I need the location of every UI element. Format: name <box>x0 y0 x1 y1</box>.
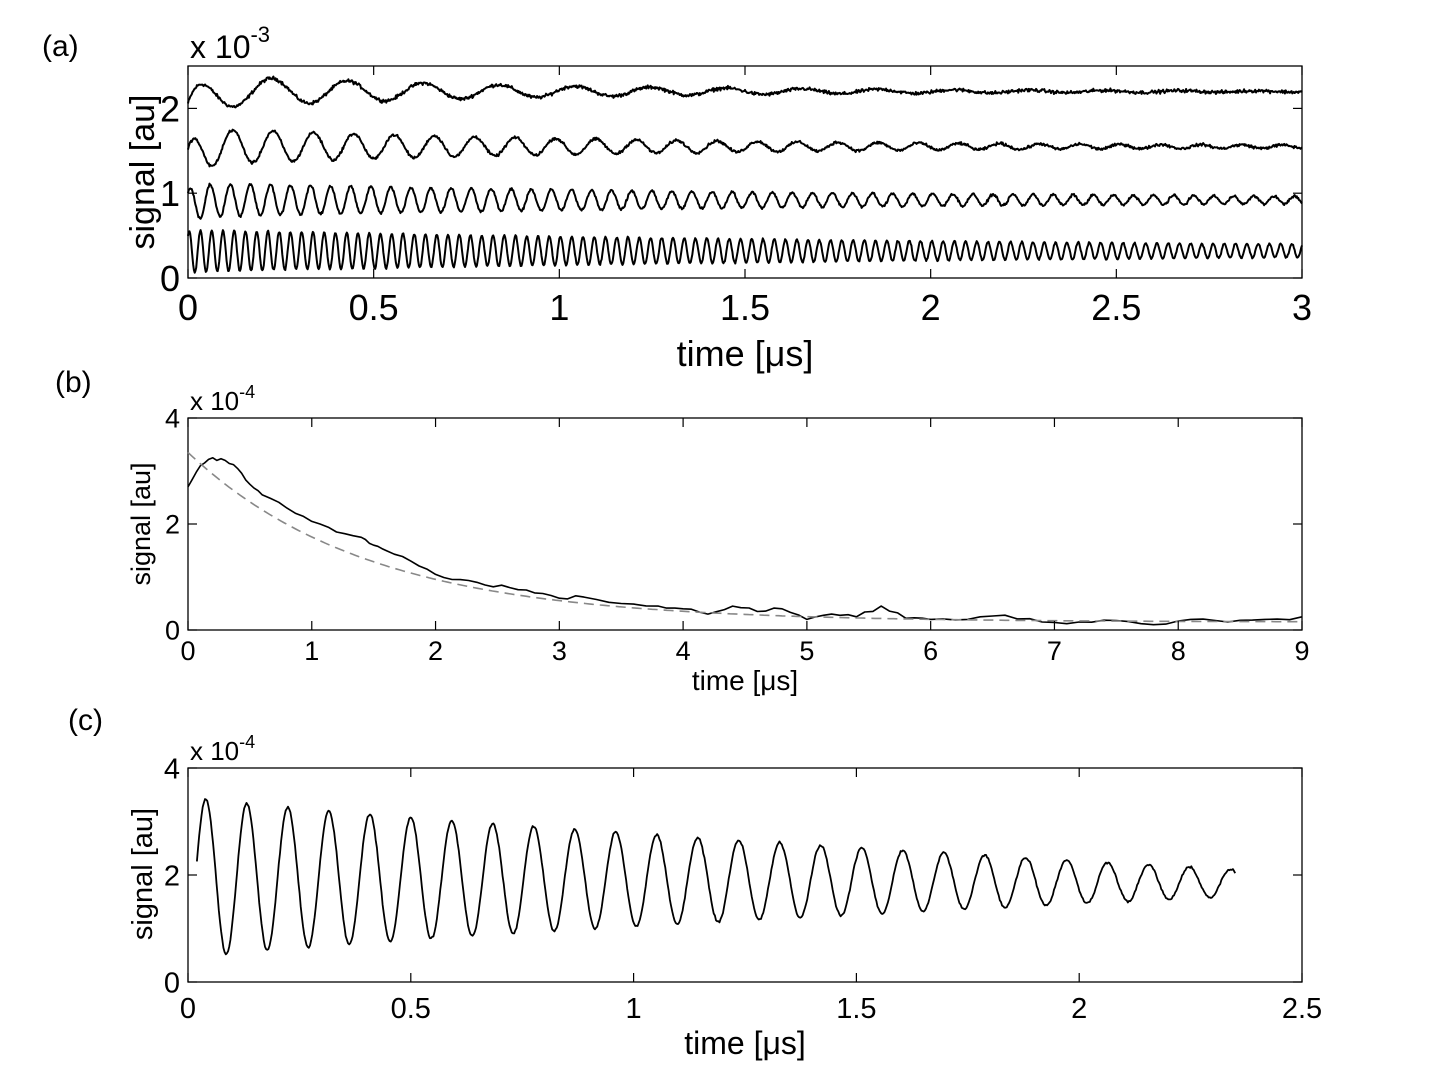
exponent-label: x 10-3 <box>190 22 270 65</box>
exponent-label: x 10-4 <box>190 382 255 416</box>
plot-frame <box>187 417 1303 631</box>
x-axis-label: time [μs] <box>692 665 798 696</box>
x-tick-label: 6 <box>923 636 938 666</box>
x-tick-label: 1 <box>549 287 569 328</box>
panel-label: (b) <box>55 366 92 399</box>
series-line-3 <box>187 182 1303 220</box>
panel-label: (c) <box>68 704 103 737</box>
y-tick-label: 1 <box>160 173 180 214</box>
x-tick-label: 7 <box>1047 636 1062 666</box>
x-tick-label: 0 <box>180 993 196 1025</box>
y-tick-label: 4 <box>164 753 180 785</box>
series-line-2 <box>187 128 1303 168</box>
y-tick-label: 2 <box>165 510 180 540</box>
x-tick-label: 1.5 <box>836 993 876 1025</box>
x-axis-label: time [μs] <box>677 333 814 374</box>
x-tick-label: 3 <box>1292 287 1312 328</box>
y-tick-label: 0 <box>165 616 180 646</box>
panel-c: (c) x 10-4 0 0.5 1 1.5 2 2.5 0 2 4 time [μs] si… <box>68 704 1322 1061</box>
x-tick-label: 0.5 <box>349 287 399 328</box>
x-tick-label: 0 <box>178 287 198 328</box>
y-axis-label: signal [au] <box>126 462 156 585</box>
x-tick-label: 2.5 <box>1091 287 1141 328</box>
series-line <box>196 798 1236 956</box>
x-tick-label: 5 <box>799 636 814 666</box>
x-tick-label: 1 <box>626 993 642 1025</box>
x-tick-label: 9 <box>1294 636 1309 666</box>
x-tick-label: 2.5 <box>1282 993 1322 1025</box>
panel-a: (a) x 10-3 0 0.5 1 1.5 2 2.5 3 0 1 2 time [μs] s… <box>42 22 1312 374</box>
x-tick-label: 3 <box>552 636 567 666</box>
y-tick-label: 0 <box>160 258 180 299</box>
series-line-measured <box>187 457 1303 626</box>
series-line-1 <box>187 75 1303 109</box>
x-tick-label: 2 <box>1071 993 1087 1025</box>
x-tick-label: 2 <box>921 287 941 328</box>
x-tick-label: 1 <box>304 636 319 666</box>
y-tick-label: 0 <box>164 967 180 999</box>
exponent-label: x 10-4 <box>190 732 255 766</box>
x-tick-label: 0 <box>180 636 195 666</box>
plot-frame <box>187 767 1303 983</box>
x-tick-label: 2 <box>428 636 443 666</box>
x-tick-label: 1.5 <box>720 287 770 328</box>
y-axis-label: signal [au] <box>127 808 159 940</box>
x-tick-label: 0.5 <box>391 993 431 1025</box>
y-tick-label: 2 <box>160 88 180 129</box>
x-axis-label: time [μs] <box>684 1025 806 1061</box>
series-line-fit <box>187 451 1302 623</box>
x-tick-label: 4 <box>676 636 691 666</box>
y-axis-label: signal [au] <box>124 95 162 250</box>
y-tick-label: 4 <box>165 404 180 434</box>
series-line-4 <box>187 229 1303 274</box>
panel-b: (b) x 10-4 0 1 2 3 4 5 6 7 8 9 0 2 4 time [μs] sign… <box>55 366 1310 696</box>
y-tick-label: 2 <box>164 860 180 892</box>
x-tick-label: 8 <box>1171 636 1186 666</box>
panel-label: (a) <box>42 30 79 63</box>
